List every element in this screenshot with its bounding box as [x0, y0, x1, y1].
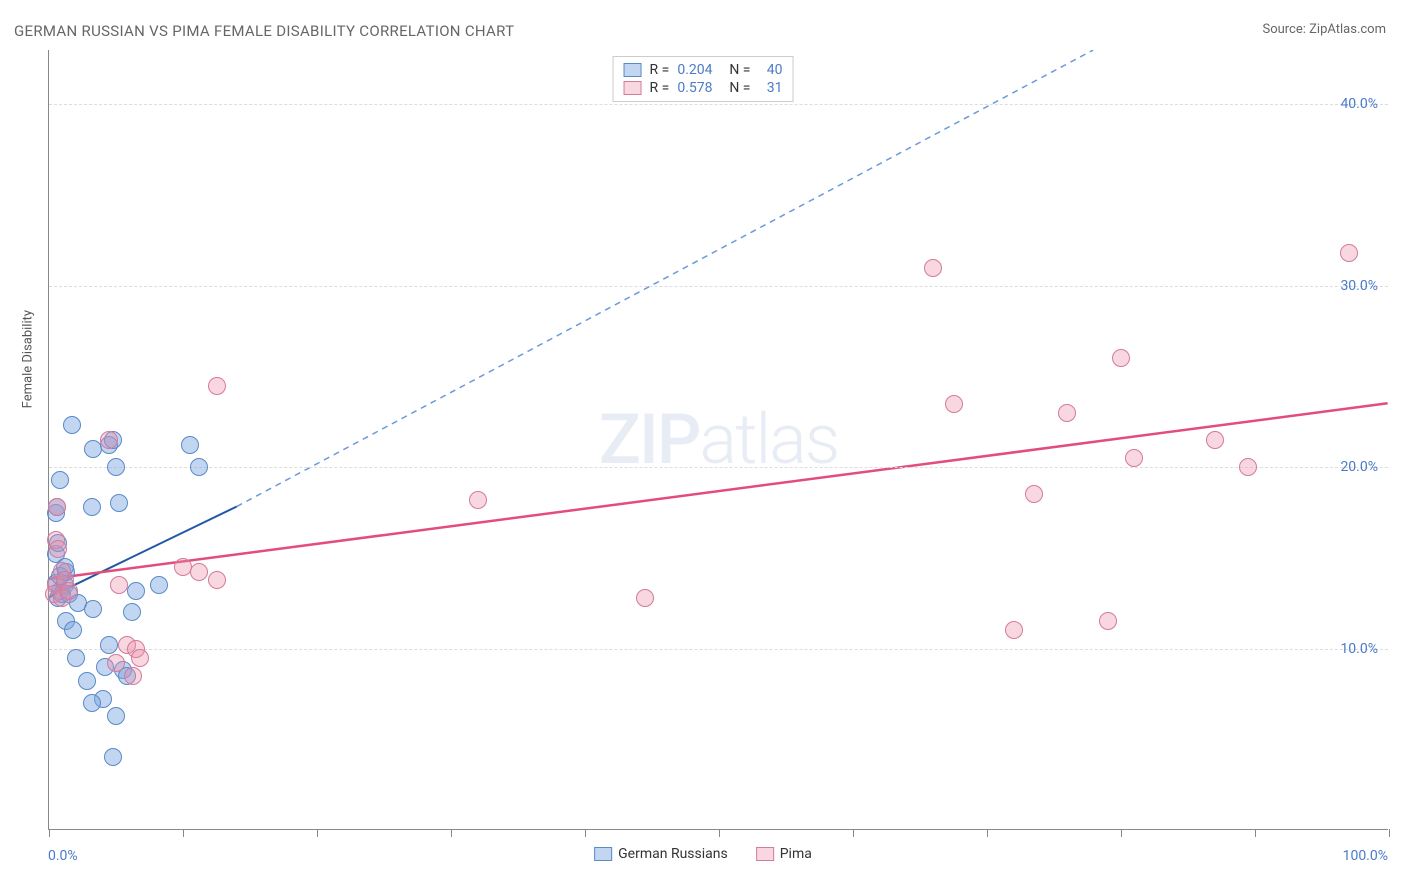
scatter-point	[1125, 449, 1143, 467]
scatter-point	[64, 621, 82, 639]
y-axis-label: Female Disability	[21, 310, 36, 408]
scatter-point	[1025, 485, 1043, 503]
scatter-point	[1239, 458, 1257, 476]
n-label: N =	[729, 62, 750, 78]
scatter-point	[104, 748, 122, 766]
scatter-point	[48, 498, 66, 516]
y-tick-label: 10.0%	[1340, 641, 1378, 657]
legend-label: German Russians	[618, 846, 728, 862]
x-tick	[317, 829, 318, 837]
x-tick	[183, 829, 184, 837]
legend-swatch	[624, 63, 642, 77]
scatter-point	[1099, 612, 1117, 630]
scatter-point	[110, 494, 128, 512]
y-tick-label: 20.0%	[1340, 459, 1378, 475]
chart-container: GERMAN RUSSIAN VS PIMA FEMALE DISABILITY…	[0, 0, 1406, 892]
x-tick	[1121, 829, 1122, 837]
scatter-point	[63, 416, 81, 434]
scatter-point	[100, 431, 118, 449]
scatter-point	[1112, 349, 1130, 367]
x-tick	[1255, 829, 1256, 837]
scatter-point	[123, 603, 141, 621]
x-axis-min-label: 0.0%	[48, 848, 78, 864]
gridline	[49, 104, 1388, 105]
r-value: 0.578	[677, 80, 721, 96]
legend-swatch	[624, 81, 642, 95]
scatter-point	[84, 600, 102, 618]
scatter-point	[924, 259, 942, 277]
gridline	[49, 467, 1388, 468]
scatter-point	[60, 582, 78, 600]
legend-swatch	[756, 847, 774, 861]
stats-legend-row: R = 0.204 N = 40	[624, 61, 783, 79]
scatter-point	[181, 436, 199, 454]
source-attribution: Source: ZipAtlas.com	[1262, 22, 1386, 37]
stats-legend-box: R = 0.204 N = 40 R = 0.578 N = 31	[613, 56, 794, 102]
legend-label: Pima	[780, 846, 812, 862]
r-value: 0.204	[677, 62, 721, 78]
scatter-point	[83, 694, 101, 712]
stats-legend-row: R = 0.578 N = 31	[624, 79, 783, 97]
x-axis-max-label: 100.0%	[1343, 848, 1388, 864]
scatter-point	[208, 377, 226, 395]
legend-item: Pima	[756, 846, 812, 862]
scatter-point	[1206, 431, 1224, 449]
scatter-point	[131, 649, 149, 667]
n-label: N =	[729, 80, 750, 96]
x-tick	[585, 829, 586, 837]
scatter-point	[190, 563, 208, 581]
r-label: R =	[650, 62, 670, 78]
gridline	[49, 649, 1388, 650]
scatter-point	[67, 649, 85, 667]
n-value: 40	[758, 62, 782, 78]
scatter-point	[107, 707, 125, 725]
scatter-point	[1340, 244, 1358, 262]
legend-item: German Russians	[594, 846, 728, 862]
scatter-point	[83, 498, 101, 516]
scatter-point	[107, 458, 125, 476]
x-tick	[987, 829, 988, 837]
scatter-point	[100, 636, 118, 654]
y-tick-label: 40.0%	[1340, 96, 1378, 112]
x-tick	[451, 829, 452, 837]
y-tick-label: 30.0%	[1340, 278, 1378, 294]
legend-swatch	[594, 847, 612, 861]
scatter-point	[945, 395, 963, 413]
scatter-point	[1058, 404, 1076, 422]
x-tick	[719, 829, 720, 837]
scatter-point	[636, 589, 654, 607]
scatter-point	[49, 540, 67, 558]
scatter-point	[110, 576, 128, 594]
scatter-point	[124, 667, 142, 685]
x-tick	[853, 829, 854, 837]
trend-lines-svg	[49, 50, 1388, 829]
scatter-point	[127, 582, 145, 600]
bottom-legend: German Russians Pima	[594, 846, 812, 862]
scatter-point	[107, 654, 125, 672]
scatter-point	[469, 491, 487, 509]
x-tick	[49, 829, 50, 837]
trend-line	[49, 403, 1387, 579]
scatter-point	[1005, 621, 1023, 639]
r-label: R =	[650, 80, 670, 96]
scatter-point	[51, 471, 69, 489]
scatter-point	[150, 576, 168, 594]
n-value: 31	[758, 80, 782, 96]
scatter-point	[208, 571, 226, 589]
chart-title: GERMAN RUSSIAN VS PIMA FEMALE DISABILITY…	[14, 22, 514, 40]
scatter-point	[78, 672, 96, 690]
scatter-point	[190, 458, 208, 476]
gridline	[49, 286, 1388, 287]
plot-area: ZIPatlas 10.0%20.0%30.0%40.0%	[48, 50, 1388, 830]
x-tick	[1389, 829, 1390, 837]
trend-line-extrapolated	[237, 50, 1094, 507]
